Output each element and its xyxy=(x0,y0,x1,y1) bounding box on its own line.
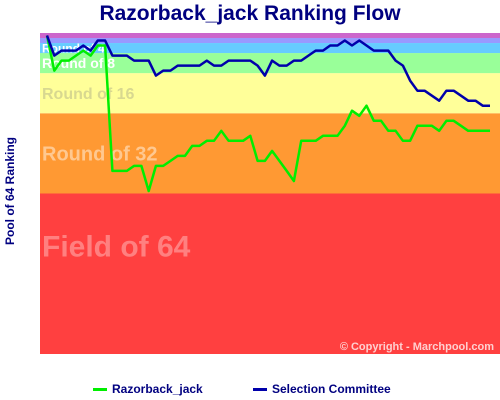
series-line-selection-committee xyxy=(45,35,490,107)
copyright-text: © Copyright - Marchpool.com xyxy=(340,341,494,353)
series-line-razorback-jack xyxy=(45,35,490,193)
band-label-round-of-16: Round of 16 xyxy=(42,86,135,103)
band-label-round-of-32: Round of 32 xyxy=(42,144,158,166)
legend-item-selection-committee: Selection Committee xyxy=(253,382,391,396)
band-label-field-of-64: Field of 64 xyxy=(42,231,191,264)
legend-swatch-razorback-jack xyxy=(93,387,107,391)
chart-title: Razorback_jack Ranking Flow xyxy=(99,2,401,25)
band-label-round-of-8: Round of 8 xyxy=(42,55,115,71)
band-band-5 xyxy=(40,38,500,44)
band-field-of-64 xyxy=(40,193,500,354)
legend-label-selection-committee: Selection Committee xyxy=(272,382,391,396)
legend-swatch-selection-committee xyxy=(253,387,267,391)
legend-item-razorback-jack: Razorback_jack xyxy=(93,382,203,396)
band-round-of-16 xyxy=(40,73,500,114)
band-round-of-4 xyxy=(40,43,500,54)
legend-label-razorback-jack: Razorback_jack xyxy=(112,382,203,396)
band-band-6 xyxy=(40,33,500,39)
